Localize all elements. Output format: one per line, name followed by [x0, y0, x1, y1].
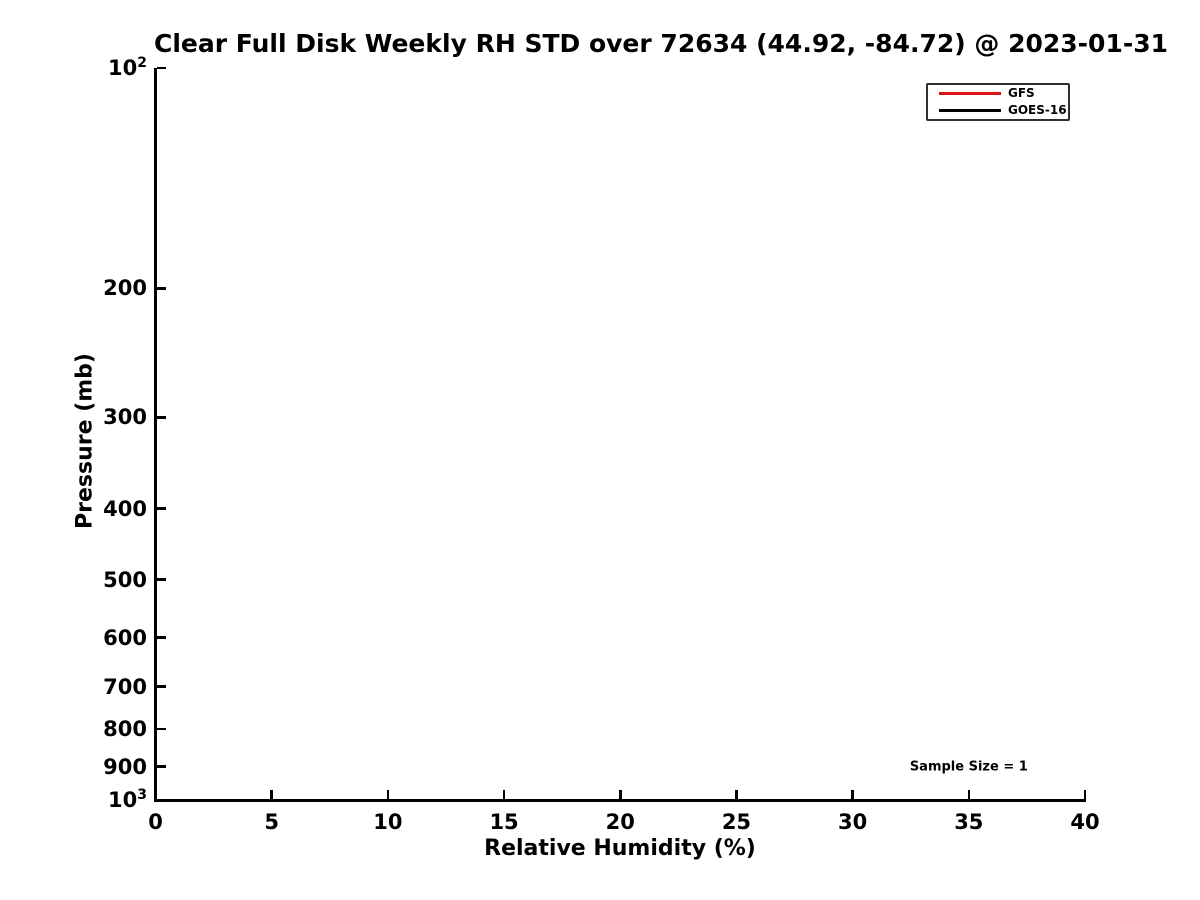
- x-tick: [502, 790, 506, 799]
- x-tick: [735, 790, 738, 799]
- y-tick: [157, 765, 166, 768]
- x-tick-label: 10: [373, 810, 403, 834]
- legend-entry: GFS: [939, 87, 1068, 100]
- legend-entry: GOES-16: [939, 104, 1068, 117]
- x-axis-label: Relative Humidity (%): [484, 836, 756, 861]
- x-tick-label: 30: [838, 810, 868, 834]
- x-tick: [1083, 790, 1087, 799]
- y-tick: [157, 66, 166, 70]
- y-tick-label: 103: [108, 787, 147, 812]
- plot-area: [154, 68, 1086, 802]
- y-tick-label: 900: [103, 754, 147, 779]
- x-tick-label: 20: [605, 810, 635, 834]
- legend: GFS GOES-16: [926, 83, 1070, 121]
- legend-line-swatch: [939, 92, 1001, 95]
- x-tick-label: 5: [264, 810, 279, 834]
- x-tick-label: 40: [1070, 810, 1100, 834]
- x-tick: [851, 790, 854, 799]
- legend-line-swatch: [939, 109, 1001, 112]
- y-tick-label: 400: [103, 496, 147, 521]
- legend-label: GOES-16: [1008, 103, 1067, 117]
- y-tick: [157, 685, 166, 688]
- y-tick: [157, 507, 166, 510]
- x-tick-label: 35: [954, 810, 984, 834]
- x-tick-label: 0: [148, 810, 163, 834]
- y-tick-label: 200: [103, 276, 147, 301]
- y-tick-label: 800: [103, 717, 147, 742]
- y-tick: [157, 416, 166, 419]
- y-tick: [157, 727, 166, 731]
- y-tick: [157, 636, 166, 639]
- y-tick-label: 500: [103, 567, 147, 592]
- sample-size-annotation: Sample Size = 1: [909, 759, 1028, 774]
- y-axis-label: Pressure (mb): [72, 353, 98, 529]
- y-tick: [157, 578, 166, 581]
- x-tick: [619, 790, 622, 799]
- exponent: 3: [137, 787, 147, 803]
- legend-label: GFS: [1008, 86, 1035, 100]
- y-tick: [157, 798, 166, 802]
- y-tick: [157, 287, 166, 290]
- x-tick: [270, 790, 273, 799]
- y-tick-label: 300: [103, 405, 147, 430]
- x-tick: [967, 790, 971, 799]
- chart-title: Clear Full Disk Weekly RH STD over 72634…: [154, 29, 1169, 58]
- x-tick-label: 15: [489, 810, 519, 834]
- x-tick: [386, 790, 390, 799]
- y-tick-label: 700: [103, 674, 147, 699]
- x-tick: [154, 790, 157, 799]
- x-tick-label: 25: [721, 810, 752, 834]
- exponent: 2: [137, 55, 147, 71]
- y-tick-label: 600: [103, 625, 147, 650]
- y-tick-label: 102: [108, 55, 147, 80]
